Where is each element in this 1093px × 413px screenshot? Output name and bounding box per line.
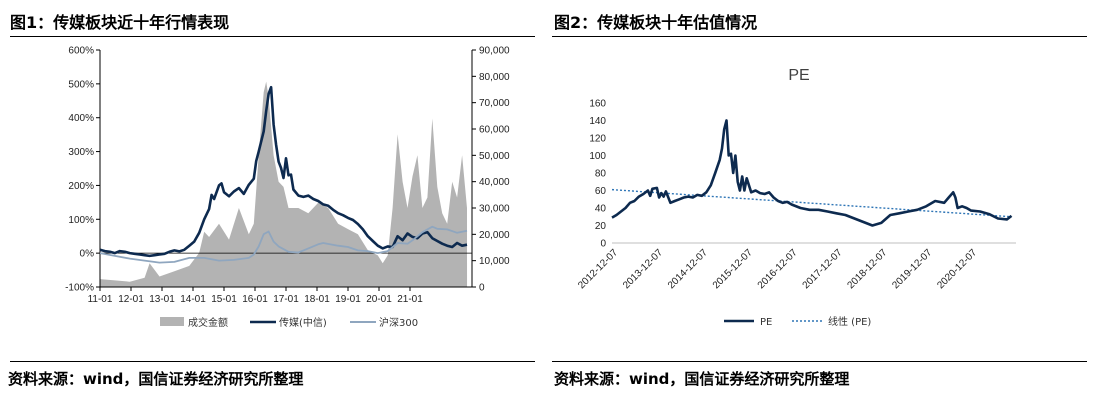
left-tick-label: 500% — [68, 79, 94, 90]
pe-trend-line — [611, 188, 1012, 218]
legend-label-pe: PE — [760, 317, 772, 328]
figure1-source: 资料来源：wind，国信证券经济研究所整理 — [8, 370, 304, 388]
y-tick-label: 0 — [600, 239, 606, 250]
legend-label-volume: 成交金额 — [188, 316, 228, 329]
figure2-panel: 图2：传媒板块十年估值情况 PE 160 140 120 100 80 60 40 20 0 201… — [548, 0, 1093, 413]
x-tick-label: 2017-12-07 — [801, 247, 845, 291]
x-tick-label: 2018-12-07 — [846, 247, 890, 291]
x-tick-label: 13-01 — [149, 294, 175, 305]
legend-label-media: 传媒(中信) — [279, 316, 327, 329]
left-tick-label: 600% — [68, 46, 94, 57]
right-tick-label: 90,000 — [479, 46, 510, 57]
x-tick-label: 2015-12-07 — [711, 247, 755, 291]
left-tick-label: 200% — [68, 181, 94, 192]
legend-label-trend: 线性 (PE) — [828, 315, 871, 328]
x-tick-label: 2014-12-07 — [666, 247, 710, 291]
legend-swatch-volume — [160, 317, 184, 326]
right-tick-label: 30,000 — [479, 204, 510, 215]
right-tick-label: 10,000 — [479, 256, 510, 267]
x-tick-label: 2019-12-07 — [890, 247, 934, 291]
hs300-line — [99, 225, 468, 264]
pe-line — [611, 119, 1013, 227]
y-tick-label: 100 — [589, 151, 606, 162]
x-tick-label: 15-01 — [211, 294, 237, 305]
left-tick-label: 400% — [68, 113, 94, 124]
right-tick-label: 20,000 — [479, 230, 510, 241]
x-tick-label: 21-01 — [397, 294, 423, 305]
left-tick-label: 100% — [68, 215, 94, 226]
x-tick-label: 2020-12-07 — [935, 247, 979, 291]
media-index-line — [99, 85, 468, 258]
y-tick-label: 40 — [595, 204, 607, 215]
y-tick-label: 80 — [595, 169, 607, 180]
y-tick-label: 140 — [589, 116, 606, 127]
right-tick-label: 50,000 — [479, 151, 510, 162]
x-tick-label: 2016-12-07 — [756, 247, 800, 291]
legend-label-hs300: 沪深300 — [379, 316, 418, 329]
x-tick-label: 17-01 — [273, 294, 299, 305]
right-tick-label: 70,000 — [479, 98, 510, 109]
x-tick-label: 2013-12-07 — [621, 247, 665, 291]
y-tick-label: 20 — [595, 221, 607, 232]
left-tick-label: 0% — [80, 249, 95, 260]
figure1-chart: 600% 500% 400% 300% 200% 100% 0% -100% 90,000 80,… — [65, 46, 510, 330]
volume-area — [100, 81, 468, 287]
figure2-top-rule — [552, 36, 1087, 37]
figure1-panel: 图1：传媒板块近十年行情表现 600% 500% 400% 300% 200% 100% 0… — [0, 0, 545, 413]
figure1-bottom-rule — [10, 361, 535, 362]
y-tick-label: 160 — [589, 99, 606, 110]
x-tick-label: 18-01 — [304, 294, 330, 305]
pe-chart-title: PE — [788, 67, 809, 84]
x-tick-label: 19-01 — [335, 294, 361, 305]
x-tick-label: 16-01 — [242, 294, 268, 305]
right-tick-label: 40,000 — [479, 177, 510, 188]
x-tick-label: 14-01 — [180, 294, 206, 305]
figure2-source: 资料来源：wind，国信证券经济研究所整理 — [554, 370, 850, 388]
figure2-bottom-rule — [552, 361, 1087, 362]
x-tick-label: 20-01 — [366, 294, 392, 305]
right-tick-label: 0 — [479, 283, 485, 294]
x-tick-label: 12-01 — [118, 294, 144, 305]
y-tick-label: 120 — [589, 134, 606, 145]
figure1-title: 图1：传媒板块近十年行情表现 — [10, 13, 230, 32]
x-tick-label: 11-01 — [88, 294, 113, 305]
right-tick-label: 60,000 — [479, 125, 510, 136]
left-tick-label: -100% — [65, 283, 94, 294]
right-tick-label: 80,000 — [479, 72, 510, 83]
figure1-top-rule — [10, 36, 535, 37]
figure2-title: 图2：传媒板块十年估值情况 — [554, 13, 758, 32]
left-tick-label: 300% — [68, 147, 94, 158]
y-tick-label: 60 — [595, 186, 607, 197]
x-tick-label: 2012-12-07 — [576, 247, 620, 291]
